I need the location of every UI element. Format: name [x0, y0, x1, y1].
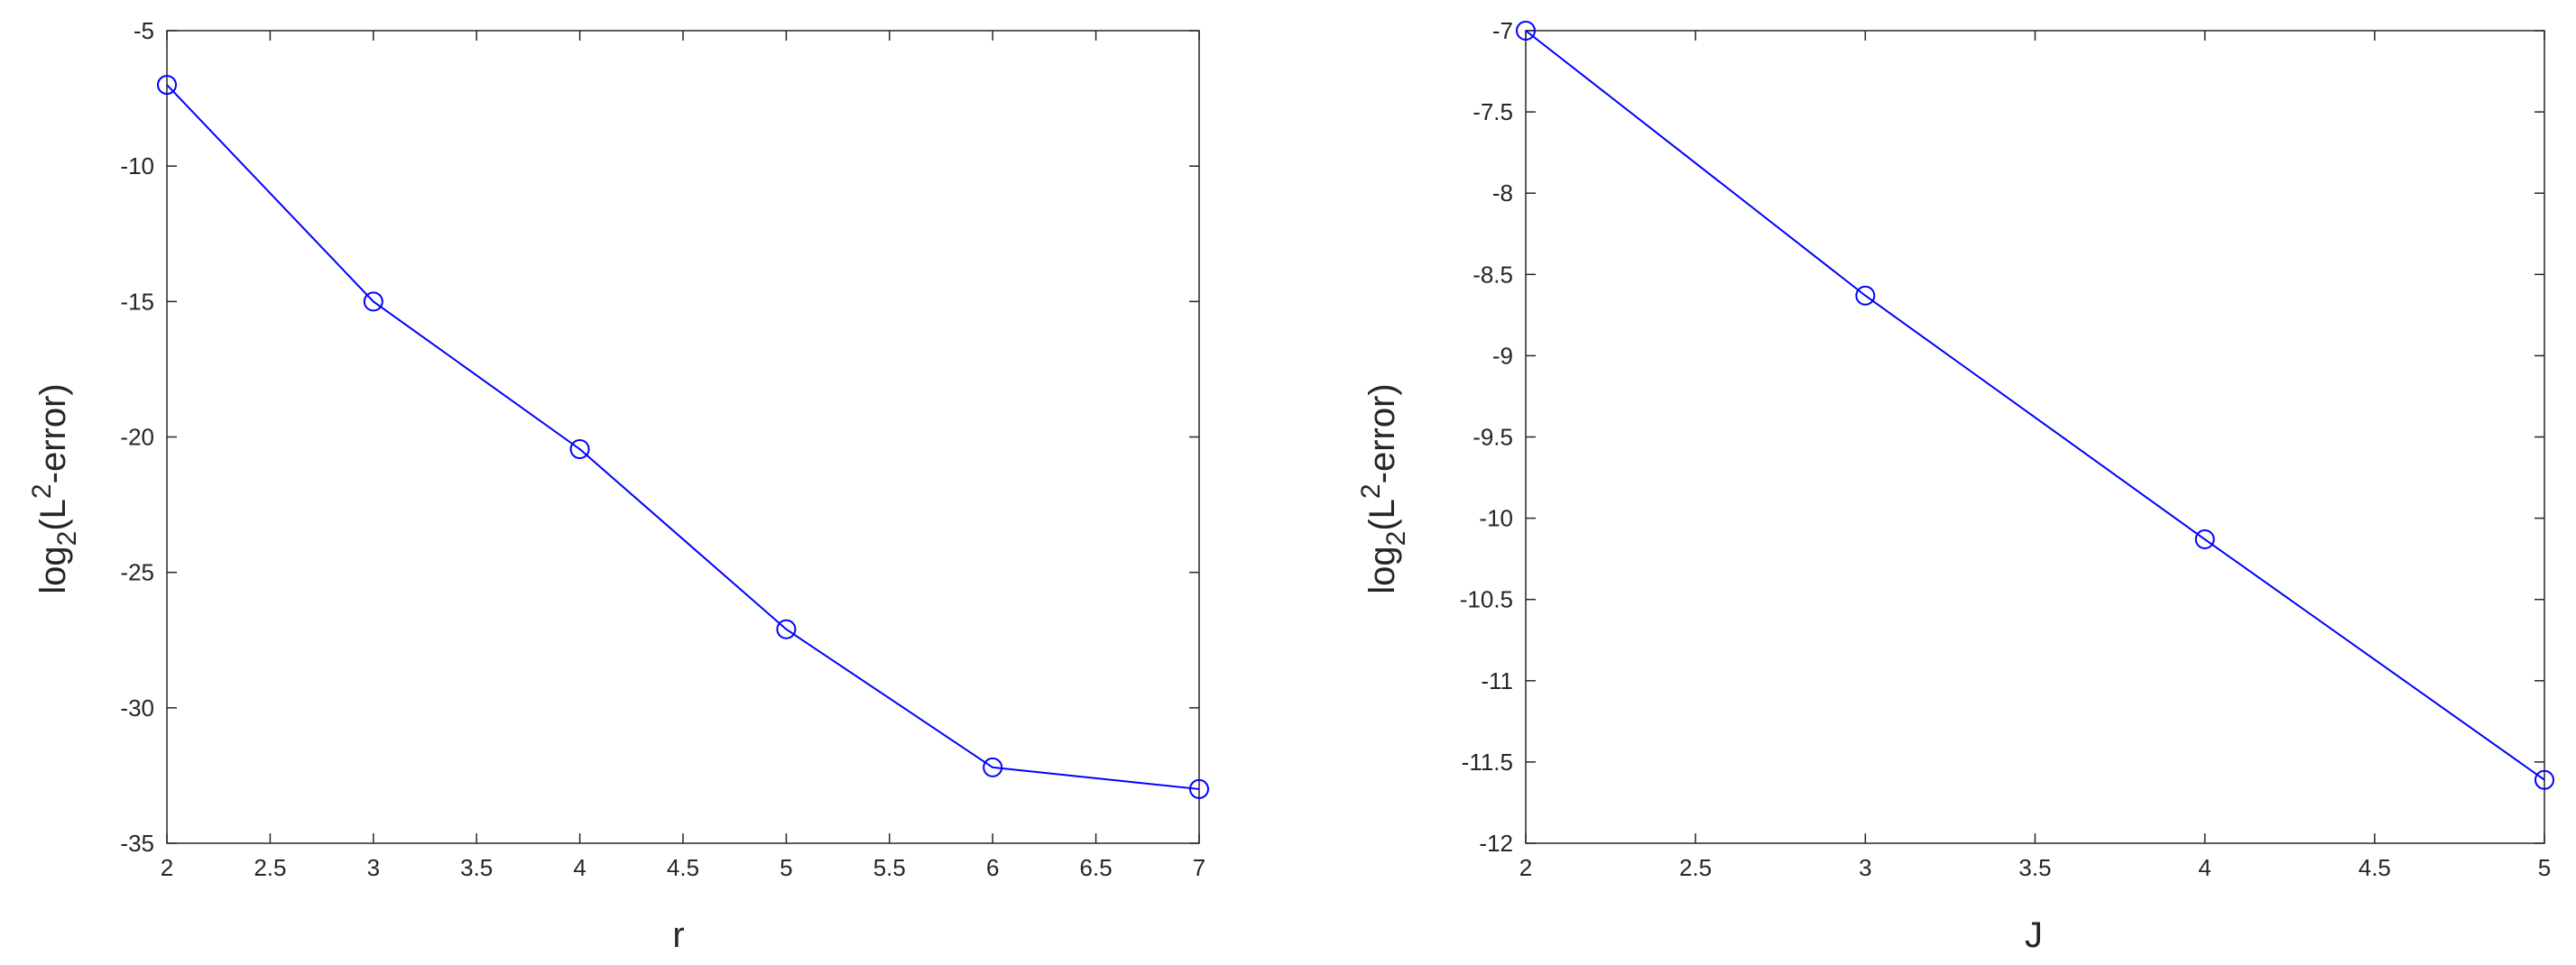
series-line — [1525, 30, 2545, 781]
data-point — [157, 75, 177, 96]
y-tick-label: -11 — [1481, 667, 1513, 694]
y-axis-label: log2(L2-error) — [1356, 383, 1411, 593]
chart-panel-left: r log2(L2-error) 2 2.5 3 3.5 4 4.5 5 5.5 6 6.5 7-3… — [27, 17, 1209, 955]
y-tick-label: -25 — [120, 559, 154, 586]
y-axis-label-sup: 2 — [27, 483, 57, 499]
plot-area — [1525, 30, 2545, 844]
y-tick-label: -12 — [1479, 830, 1513, 857]
x-tick-label: 3 — [1859, 854, 1871, 881]
y-axis-label: log2(L2-error) — [27, 383, 82, 593]
x-tick-label: 3 — [367, 854, 380, 881]
y-tick-label: -20 — [120, 424, 154, 451]
y-tick-label: -5 — [134, 17, 154, 44]
y-axis-label-sup: 2 — [1356, 483, 1386, 499]
data-point — [1855, 285, 1876, 306]
data-point — [983, 757, 1003, 777]
y-tick-label: -9 — [1492, 342, 1513, 369]
x-tick-label: 3.5 — [2018, 854, 2051, 881]
y-axis-label-sub: 2 — [52, 531, 82, 547]
y-tick-label: -7 — [1492, 17, 1513, 44]
plot-area — [166, 30, 1200, 844]
y-tick-label: -30 — [120, 694, 154, 721]
chart-panel-right: J log2(L2-error) 2 2.5 3 3.5 4 4.5 5-12-11.5-1… — [1356, 17, 2554, 955]
x-tick-label: 2 — [161, 854, 173, 881]
axis-ticks: 2 2.5 3 3.5 4 4.5 5 -12 -11.5 -11 -10.5 -10 -9.5 -9 -8… — [1460, 17, 2552, 881]
series-0 — [1516, 21, 2554, 790]
axis-x-label-group: r — [672, 915, 684, 955]
x-tick-label: 4 — [2198, 854, 2211, 881]
x-tick-label: 4.5 — [2359, 854, 2391, 881]
x-axis-label: J — [2025, 915, 2043, 955]
svg-text:log2(L2-error): log2(L2-error) — [27, 383, 82, 593]
y-tick-label: -9.5 — [1473, 424, 1513, 451]
x-tick-label: 5 — [2538, 854, 2551, 881]
x-tick-label: 4.5 — [667, 854, 699, 881]
y-tick-label: -7.5 — [1473, 98, 1513, 125]
x-tick-label: 4 — [573, 854, 586, 881]
y-axis-label-sub: 2 — [1381, 531, 1411, 547]
y-tick-label: -10 — [120, 152, 154, 179]
y-tick-label: -11.5 — [1462, 749, 1513, 776]
axis-x-label-group: J — [2025, 915, 2043, 955]
x-tick-label: 6 — [986, 854, 999, 881]
x-tick-label: 3.5 — [460, 854, 493, 881]
data-point — [363, 291, 383, 312]
x-tick-label: 2 — [1519, 854, 1532, 881]
x-tick-label: 5 — [780, 854, 792, 881]
series-0 — [157, 75, 1209, 799]
y-tick-label: -35 — [120, 830, 154, 857]
x-axis-label: r — [672, 915, 684, 955]
data-point — [2534, 769, 2554, 790]
y-tick-label: -15 — [120, 288, 154, 315]
x-tick-label: 7 — [1193, 854, 1205, 881]
axis-ticks: 2 2.5 3 3.5 4 4.5 5 5.5 6 6.5 7 -35 -30 -25 -20 -15 -10 -… — [120, 17, 1205, 881]
data-point — [2194, 529, 2215, 550]
y-axis-label-base: log — [1362, 546, 1402, 593]
x-tick-label: 2.5 — [254, 854, 286, 881]
x-tick-label: 6.5 — [1080, 854, 1113, 881]
svg-text:log2(L2-error): log2(L2-error) — [1356, 383, 1411, 593]
data-point — [776, 619, 797, 639]
y-tick-label: -10.5 — [1460, 586, 1513, 613]
y-tick-label: -10 — [1479, 505, 1513, 532]
y-axis-label-prefix: (L — [33, 499, 73, 531]
y-axis-label-suffix: -error) — [33, 383, 73, 483]
data-point — [1189, 778, 1209, 799]
data-point — [1516, 21, 1536, 41]
y-axis-label-suffix: -error) — [1362, 383, 1402, 483]
data-point — [569, 439, 590, 460]
series-line — [166, 84, 1200, 790]
y-axis-label-prefix: (L — [1362, 499, 1402, 531]
y-tick-label: -8.5 — [1473, 261, 1513, 288]
x-tick-label: 2.5 — [1679, 854, 1712, 881]
y-tick-label: -8 — [1492, 179, 1513, 207]
x-tick-label: 5.5 — [873, 854, 906, 881]
y-axis-label-base: log — [33, 546, 73, 593]
